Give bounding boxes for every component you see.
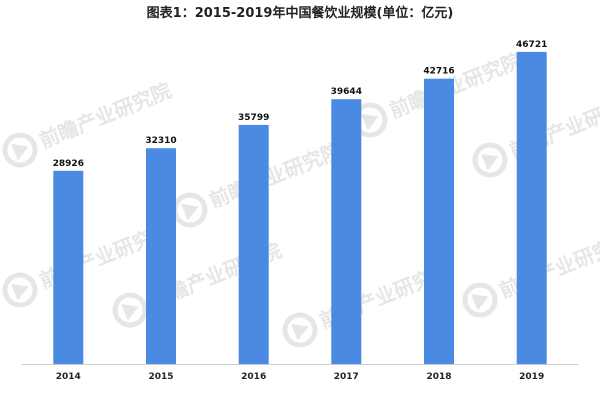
bar-2014 (53, 170, 84, 364)
x-axis-tick-labels: 2014 2015 2016 2017 2018 2019 (56, 372, 544, 382)
x-tick-label-2019: 2019 (519, 372, 544, 382)
x-tick-label-2016: 2016 (241, 372, 266, 382)
watermark-logo-icon (0, 130, 39, 169)
watermark-text: 前瞻产业研究院 (206, 138, 345, 213)
watermark-logo-icon (460, 280, 499, 319)
watermark-text: 前瞻产业研究院 (386, 48, 525, 123)
data-label-2016: 35799 (238, 113, 269, 123)
data-label-2018: 42716 (423, 67, 454, 77)
bar-2019 (516, 51, 547, 365)
x-tick-label-2015: 2015 (148, 372, 173, 382)
watermark-text: 前瞻产业研究院 (496, 228, 600, 303)
data-label-2017: 39644 (331, 87, 362, 97)
bar-2018 (424, 78, 454, 364)
bar-2015 (146, 148, 176, 364)
data-label-2019: 46721 (516, 40, 547, 50)
data-label-2015: 32310 (145, 136, 176, 146)
bar-2017 (331, 99, 362, 364)
watermark-layer: 前瞻产业研究院前瞻产业研究院前瞻产业研究院前瞻产业研究院前瞻产业研究院前瞻产业研… (0, 48, 600, 349)
bar-series (53, 51, 547, 365)
watermark-logo-icon (280, 310, 319, 349)
x-tick-label-2014: 2014 (56, 372, 81, 382)
watermark-logo-icon (110, 290, 149, 329)
watermark-logo-icon (0, 270, 39, 309)
bar-2016 (238, 124, 269, 365)
data-label-2014: 28926 (53, 159, 84, 169)
chart-title: 图表1：2015-2019年中国餐饮业规模(单位：亿元) (147, 5, 454, 21)
watermark-logo-icon (470, 140, 509, 179)
data-labels: 28926 32310 35799 39644 42716 46721 (53, 40, 548, 169)
watermark-logo-icon (170, 190, 209, 229)
x-tick-label-2017: 2017 (334, 372, 359, 382)
x-tick-label-2018: 2018 (426, 372, 451, 382)
